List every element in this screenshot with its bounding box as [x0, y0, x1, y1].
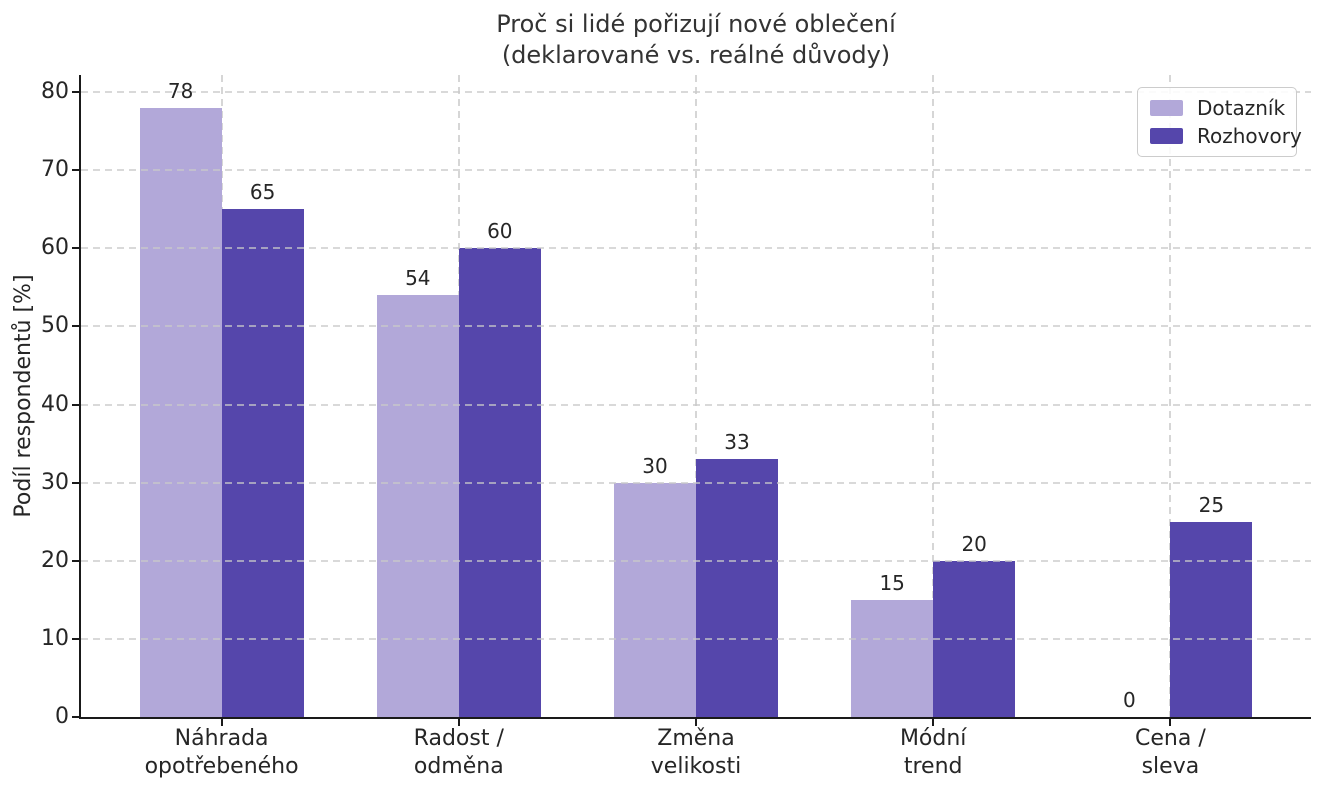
y-tick-label-20: 20: [41, 547, 69, 573]
x-tick-label-4: Cena / sleva: [1052, 725, 1289, 781]
x-tick-label-line: Cena /: [1135, 726, 1206, 751]
y-tick-label-70: 70: [41, 157, 69, 183]
bar-Dotazník-Radost / odměna: [376, 295, 459, 717]
x-tick-label-line: opotřebeného: [144, 754, 299, 779]
x-axis-spine: [79, 717, 1311, 719]
x-tick-label-1: Radost / odměna: [340, 725, 577, 781]
legend-swatch-icon: [1150, 128, 1183, 144]
x-tick-label-line: Radost /: [413, 726, 504, 751]
x-tick-label-line: Změna: [657, 726, 735, 751]
horizontal-gridline-70: [81, 169, 1311, 172]
horizontal-gridline-50: [81, 325, 1311, 328]
horizontal-gridline-30: [81, 481, 1311, 484]
horizontal-gridline-40: [81, 403, 1311, 406]
y-tick-80: [72, 91, 79, 94]
y-tick-label-10: 10: [41, 625, 69, 651]
chart-title: Proč si lidé pořizují nové oblečení: [496, 10, 896, 38]
x-tick-label-line: odměna: [413, 754, 504, 779]
y-tick-10: [72, 637, 79, 640]
y-tick-20: [72, 559, 79, 562]
x-tick-0: [220, 719, 223, 726]
y-tick-40: [72, 403, 79, 406]
vertical-gridline-4: [1169, 75, 1172, 717]
legend-swatch-icon: [1150, 100, 1183, 116]
bar-value-label: 25: [1198, 492, 1225, 517]
bar-value-label: 20: [961, 531, 987, 556]
y-axis-spine: [79, 75, 81, 719]
bar-Dotazník-Náhrada opotřebeného: [139, 107, 222, 717]
x-tick-1: [457, 719, 460, 726]
x-tick-label-line: sleva: [1141, 754, 1200, 779]
chart-subtitle: (deklarované vs. reálné důvody): [501, 41, 891, 69]
y-tick-50: [72, 325, 79, 328]
bar-value-label: 30: [642, 453, 668, 478]
bar-value-label: 0: [1123, 688, 1136, 712]
bar-value-label: 65: [249, 180, 276, 205]
x-tick-4: [1169, 719, 1172, 726]
y-tick-70: [72, 169, 79, 172]
bar-value-label: 33: [724, 430, 750, 455]
bar-value-label: 60: [487, 219, 513, 244]
vertical-gridline-3: [932, 75, 935, 717]
x-tick-label-line: Módní: [899, 726, 967, 751]
legend-label: Dotazník: [1197, 96, 1286, 120]
legend-row-Rozhovory: Rozhovory: [1150, 125, 1302, 147]
legend: Dotazník Rozhovory: [1137, 87, 1302, 157]
bar-Dotazník-Módní trend: [851, 599, 934, 717]
y-tick-label-60: 60: [41, 235, 69, 261]
y-tick-label-30: 30: [41, 469, 69, 495]
bar-Rozhovory-Náhrada opotřebeného: [221, 209, 304, 717]
x-tick-label-3: Módní trend: [815, 725, 1052, 781]
bar-value-label: 15: [879, 570, 905, 595]
legend-label: Rozhovory: [1197, 124, 1302, 148]
y-tick-label-40: 40: [41, 391, 69, 417]
y-tick-60: [72, 247, 79, 250]
legend-row-Dotazník: Dotazník: [1150, 96, 1286, 120]
bar-Rozhovory-Změna velikosti: [696, 459, 778, 717]
horizontal-gridline-60: [81, 247, 1311, 250]
x-tick-3: [932, 719, 935, 726]
horizontal-gridline-80: [81, 91, 1311, 94]
y-tick-0: [72, 716, 79, 718]
x-tick-label-line: Náhrada: [174, 726, 269, 751]
bar-value-label: 78: [167, 78, 194, 103]
bar-value-label: 54: [405, 266, 431, 291]
vertical-gridline-2: [695, 75, 697, 717]
bar-Rozhovory-Cena / sleva: [1170, 521, 1253, 717]
y-tick-label-50: 50: [41, 313, 69, 339]
y-tick-label-80: 80: [41, 79, 69, 105]
chart-title-block: Proč si lidé pořizují nové oblečení (dek…: [81, 9, 1311, 71]
x-tick-label-2: Změna velikosti: [577, 725, 814, 781]
bar-Dotazník-Změna velikosti: [614, 482, 696, 717]
x-tick-2: [695, 719, 697, 726]
x-tick-label-line: trend: [903, 754, 963, 779]
x-tick-label-0: Náhrada opotřebeného: [103, 725, 340, 781]
y-tick-30: [72, 481, 79, 484]
horizontal-gridline-10: [81, 637, 1311, 640]
horizontal-gridline-20: [81, 559, 1311, 562]
x-tick-label-line: velikosti: [650, 754, 742, 779]
y-tick-label-0: 0: [55, 704, 69, 729]
